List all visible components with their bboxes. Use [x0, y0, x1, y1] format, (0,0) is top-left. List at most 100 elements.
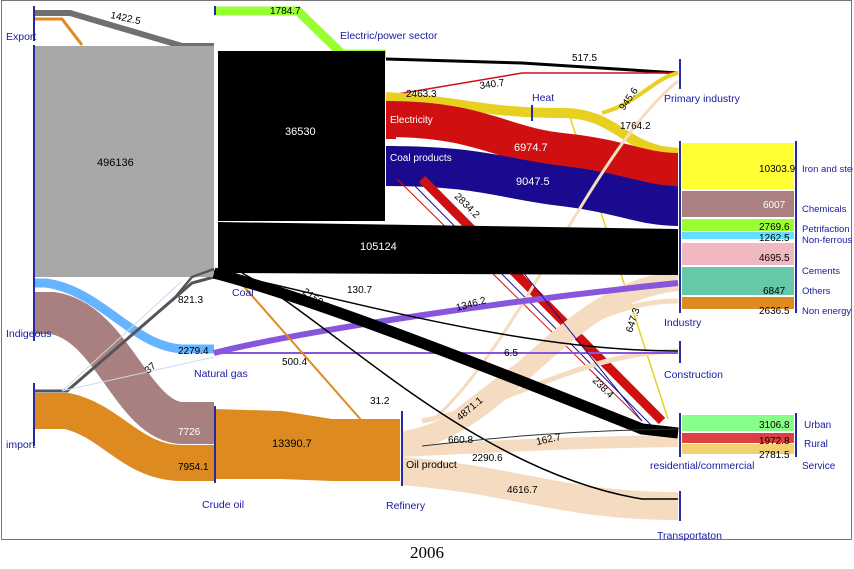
- flow-natural-gas-blue: [34, 278, 214, 354]
- value-cem-4695: 4695.5: [759, 253, 790, 264]
- bar-urban: [682, 415, 794, 431]
- label-oil-product: Oil product: [406, 459, 457, 471]
- value-gas-2279: 2279.4: [178, 346, 209, 357]
- value-oil-660: 660.8: [448, 435, 473, 446]
- label-transportation: Transportaton: [657, 530, 722, 541]
- value-coal-821: 821.3: [178, 295, 203, 306]
- label-cements: Cements: [802, 266, 840, 277]
- bar-chemicals: [682, 191, 794, 217]
- label-refinery: Refinery: [386, 500, 426, 512]
- flow-heat-yellow: [385, 92, 679, 158]
- flow-crude-refinery: [214, 409, 400, 481]
- value-petri-2769: 2769.6: [759, 222, 790, 233]
- label-heat: Heat: [532, 92, 554, 104]
- value-gas-1346: 1346.2: [455, 295, 488, 314]
- label-coal: Coal: [232, 287, 254, 299]
- flow-thin-blue: [61, 356, 215, 392]
- label-residential-commercial: residential/commercial: [650, 460, 754, 472]
- figure-caption: 2006: [410, 543, 444, 562]
- label-service: Service: [802, 461, 836, 472]
- value-crude-7726: 7726: [178, 427, 201, 438]
- flow-supply-gray: [34, 46, 214, 277]
- label-others: Others: [802, 286, 831, 297]
- value-oil-2290: 2290.6: [472, 453, 503, 464]
- value-crude-7954: 7954.1: [178, 462, 209, 473]
- value-rural-1972: 1972.8: [759, 436, 790, 447]
- value-heat-1764: 1764.2: [620, 121, 651, 132]
- value-urban-3106: 3106.8: [759, 420, 790, 431]
- flow-oil-transport: [400, 457, 679, 520]
- label-electric-power-sector: Electric/power sector: [340, 30, 438, 42]
- value-heat-945: 945.6: [617, 86, 641, 113]
- label-export: Export: [6, 31, 36, 43]
- flow-coal-mix-line: [171, 267, 215, 302]
- flow-heat-primary: [601, 71, 679, 115]
- value-238: 238.4: [590, 375, 616, 401]
- value-elec-6974: 6974.7: [514, 142, 548, 154]
- flow-coal-primary-industry: [385, 57, 679, 75]
- label-coal-products: Coal products: [390, 153, 452, 164]
- block-coal-105124: [218, 222, 678, 275]
- flow-coal-products-navy: [385, 146, 679, 226]
- label-petrifaction: Petrifaction: [802, 224, 850, 235]
- block-coal-products: [386, 146, 396, 184]
- label-iron-and-steel: Iron and steel: [802, 164, 853, 175]
- value-nonen-2636: 2636.5: [759, 306, 790, 317]
- value-coal-36530: 36530: [285, 126, 316, 138]
- flow-oil-industry-2: [430, 298, 679, 433]
- bar-others: [682, 267, 794, 295]
- bar-iron-steel: [682, 143, 794, 189]
- label-crude-oil: Crude oil: [202, 499, 244, 511]
- flow-export-orange: [34, 17, 84, 46]
- flow-coal-construction: [213, 270, 679, 352]
- value-coal-105124: 105124: [360, 241, 397, 253]
- value-oil-162: 162.7: [535, 432, 562, 448]
- value-nonfer-1262: 1262.5: [759, 233, 790, 244]
- value-chem-6007: 6007: [763, 200, 786, 211]
- flow-import-gray: [34, 275, 215, 393]
- flow-oil-residential: [401, 435, 679, 457]
- diagram-frame: Export Indigeous import Electric/power s…: [1, 0, 853, 541]
- flow-thin-navy-1: [411, 182, 653, 427]
- label-indigeous: Indigeous: [6, 328, 52, 340]
- bar-rural: [682, 433, 794, 443]
- flow-import-thin: [61, 280, 183, 392]
- bar-cements: [682, 243, 794, 265]
- value-oil-4616: 4616.7: [507, 485, 538, 496]
- value-others-6847: 6847: [763, 286, 786, 297]
- flow-oil-res-line: [421, 428, 679, 447]
- sankey-flows: [34, 6, 794, 520]
- node-axes: [33, 6, 797, 521]
- flow-oil-industry: [400, 271, 680, 451]
- flow-elec-primary-industry: [385, 72, 678, 97]
- value-6-5: 6.5: [504, 348, 518, 359]
- value-coal-130: 130.7: [347, 285, 372, 296]
- block-electricity: [386, 101, 396, 139]
- value-primary-517: 517.5: [572, 53, 597, 64]
- value-heat-340: 340.7: [479, 78, 506, 92]
- bar-non-energy: [682, 297, 794, 309]
- value-service-2781: 2781.5: [759, 450, 790, 461]
- value-31: 31.2: [370, 396, 390, 407]
- value-refinery-13390: 13390.7: [272, 438, 312, 450]
- label-primary-industry: Primary industry: [664, 93, 741, 105]
- value-coal-prod-9047: 9047.5: [516, 176, 550, 188]
- flow-crude-oil-brown: [34, 292, 214, 444]
- label-chemicals: Chemicals: [802, 204, 847, 215]
- label-electricity: Electricity: [390, 115, 433, 126]
- block-coal-36530: [218, 51, 385, 221]
- value-iron-10303: 10303.9: [759, 164, 796, 175]
- flow-coal-refinery: [231, 272, 363, 422]
- sankey-diagram: Export Indigeous import Electric/power s…: [6, 6, 853, 541]
- label-import: import: [6, 439, 35, 451]
- value-electric-1784: 1784.7: [270, 6, 301, 17]
- label-industry: Industry: [664, 317, 702, 329]
- flow-electricity-red: [385, 101, 679, 189]
- label-rural: Rural: [804, 439, 828, 450]
- value-gas-500: 500.4: [282, 357, 307, 368]
- label-non-ferrous: Non-ferrous: [802, 235, 852, 246]
- flow-import-orange: [34, 393, 214, 481]
- label-natural-gas: Natural gas: [194, 368, 248, 380]
- bar-service: [682, 444, 794, 454]
- flow-coal-transport: [241, 272, 678, 500]
